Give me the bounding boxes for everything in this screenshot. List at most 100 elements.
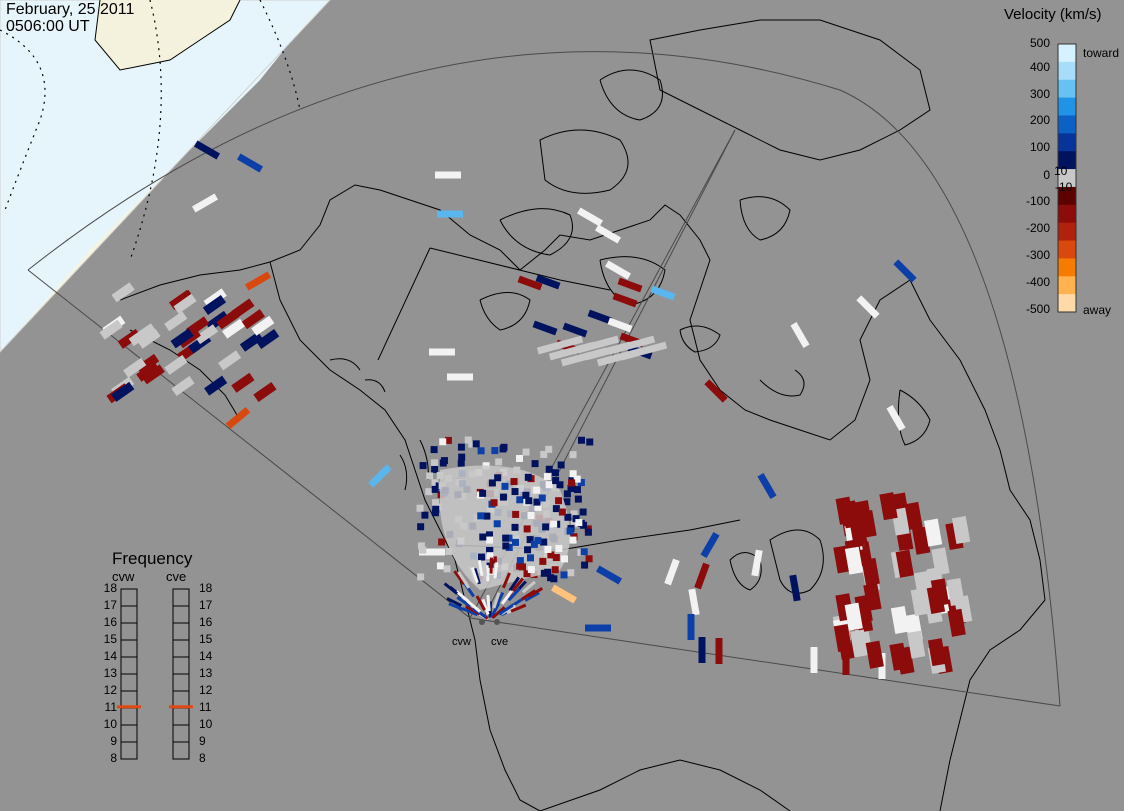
frequency-tick-label: 18 [103, 581, 117, 595]
velocity-cell [486, 552, 494, 560]
velocity-cell [552, 505, 560, 513]
frequency-tick-label: 14 [199, 649, 213, 663]
frequency-tick-label: 15 [103, 632, 117, 646]
velocity-cell [486, 536, 494, 544]
colorbar-segment [1058, 240, 1076, 259]
velocity-cell [573, 475, 581, 483]
velocity-cell [856, 295, 880, 319]
velocity-cell [244, 271, 272, 291]
velocity-cell [510, 478, 518, 486]
velocity-cell [492, 592, 501, 609]
colorbar-tick-label: 100 [1029, 140, 1050, 154]
coast-siberia [94, 0, 241, 71]
frequency-tick-label: 8 [110, 751, 117, 765]
velocity-cell [501, 482, 509, 490]
velocity-cell [907, 630, 926, 659]
colorbar-segment [1058, 186, 1076, 206]
frequency-tick-label: 16 [199, 615, 213, 629]
velocity-cell [604, 260, 632, 280]
velocity-cell [511, 488, 519, 496]
velocity-cell [584, 528, 592, 536]
velocity-cell [482, 560, 488, 577]
velocity-cell [951, 516, 971, 545]
velocity-cell [241, 309, 265, 330]
colorbar-segment [1058, 294, 1076, 313]
velocity-cell [432, 505, 440, 513]
velocity-cell [236, 153, 264, 173]
velocity-cell [439, 438, 447, 446]
velocity-cell [491, 606, 506, 619]
velocity-cell [555, 544, 563, 552]
site-label-cve: cve [491, 636, 509, 648]
velocity-cell [202, 294, 227, 315]
velocity-cell [477, 447, 485, 455]
velocity-cell [479, 533, 487, 541]
velocity-cell [489, 557, 493, 574]
velocity-cell [895, 549, 914, 578]
velocity-cell [562, 322, 588, 338]
velocity-cell [443, 582, 459, 595]
velocity-cell [171, 375, 195, 396]
site-label-cvw: cvw [452, 636, 471, 648]
velocity-cell [586, 438, 594, 446]
velocity-cell [501, 572, 511, 589]
colorbar-segment [1058, 44, 1076, 63]
velocity-cell [757, 472, 777, 500]
velocity-cell [620, 341, 668, 361]
velocity-cell [577, 436, 585, 444]
velocity-cell [111, 381, 135, 402]
velocity-cell [865, 640, 884, 669]
velocity-cell [849, 629, 869, 658]
velocity-cell [789, 574, 801, 602]
colorbar-segment [1058, 258, 1076, 277]
radar-label-cvw: cvw [112, 569, 135, 584]
velocity-cell [715, 638, 723, 664]
velocity-cell [435, 171, 461, 179]
time-label: 0506:00 UT [6, 18, 90, 35]
velocity-cell [253, 381, 277, 402]
velocity-cell [534, 537, 542, 545]
velocity-cell [438, 538, 446, 546]
velocity-cell [500, 590, 513, 605]
velocity-cell [164, 311, 188, 332]
velocity-cell [456, 596, 472, 608]
radar-label-cve: cve [166, 569, 187, 584]
velocity-cell [173, 293, 197, 314]
frequency-tick-label: 17 [199, 598, 213, 612]
velocity-cell [569, 451, 577, 459]
velocity-cell [694, 562, 710, 590]
velocity-cell [912, 526, 931, 555]
frequency-tick-label: 18 [199, 581, 213, 595]
velocity-cell [502, 534, 510, 542]
velocity-cell [445, 547, 453, 555]
velocity-cell [844, 546, 864, 575]
colorbar-title: Velocity (km/s) [1004, 6, 1102, 23]
velocity-cell [550, 584, 578, 604]
velocity-cell [141, 364, 165, 385]
velocity-cell [568, 479, 576, 487]
colorbar-tick-label: 0 [1043, 168, 1050, 182]
frequency-tick-label: 16 [103, 615, 117, 629]
velocity-cell [910, 587, 929, 617]
velocity-cell [489, 556, 497, 564]
velocity-cell [419, 462, 427, 470]
velocity-cell [519, 563, 527, 571]
velocity-cell [923, 518, 943, 547]
velocity-cell [231, 298, 255, 319]
velocity-cell [99, 319, 123, 340]
velocity-cell [861, 557, 880, 586]
velocity-cell [508, 576, 520, 592]
velocity-cell [608, 335, 656, 355]
velocity-cell [551, 469, 559, 477]
velocity-cell [547, 551, 555, 559]
velocity-cell [239, 331, 264, 352]
velocity-cell [429, 348, 455, 356]
velocity-cell [561, 555, 569, 563]
velocity-cell [222, 318, 246, 339]
velocity-cell [507, 587, 521, 602]
velocity-cell [217, 350, 242, 371]
velocity-cell [527, 554, 535, 562]
velocity-cell [569, 470, 577, 478]
colorbar-tick-label: -400 [1025, 275, 1050, 289]
